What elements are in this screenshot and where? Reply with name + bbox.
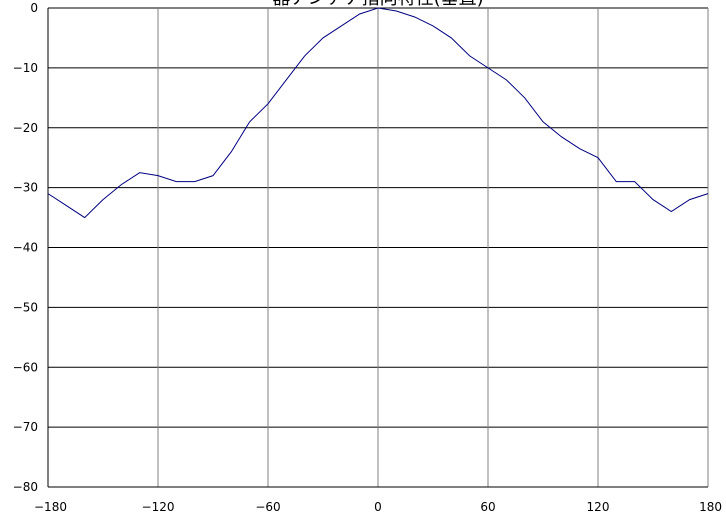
chart-title: 器アンテナ指向特性(垂直) xyxy=(272,0,483,9)
x-tick-label: −180 xyxy=(34,500,67,514)
grid-layer xyxy=(48,7,709,487)
x-tick-label: −60 xyxy=(255,500,280,514)
y-tick-label: −70 xyxy=(13,420,38,434)
series-line xyxy=(47,7,709,219)
axis-layer xyxy=(47,8,708,488)
tick-label-layer: 0 −10 −20 −30 −40 −50 −60 −70 −80 −180 −120 −60 0 60 1… xyxy=(13,1,722,514)
series-layer xyxy=(47,7,709,219)
x-tick-label: 0 xyxy=(374,500,382,514)
x-tick-label: 180 xyxy=(699,500,722,514)
x-tick-label: −120 xyxy=(142,500,175,514)
y-tick-label: −30 xyxy=(13,181,38,195)
x-tick-label: 60 xyxy=(480,500,495,514)
y-tick-label: −10 xyxy=(13,61,38,75)
x-tick-label: 120 xyxy=(587,500,610,514)
y-tick-label: −50 xyxy=(13,300,38,314)
y-tick-label: −80 xyxy=(13,480,38,494)
y-tick-label: −20 xyxy=(13,121,38,135)
y-tick-label: 0 xyxy=(30,1,38,15)
y-tick-label: −60 xyxy=(13,360,38,374)
y-tick-label: −40 xyxy=(13,241,38,255)
